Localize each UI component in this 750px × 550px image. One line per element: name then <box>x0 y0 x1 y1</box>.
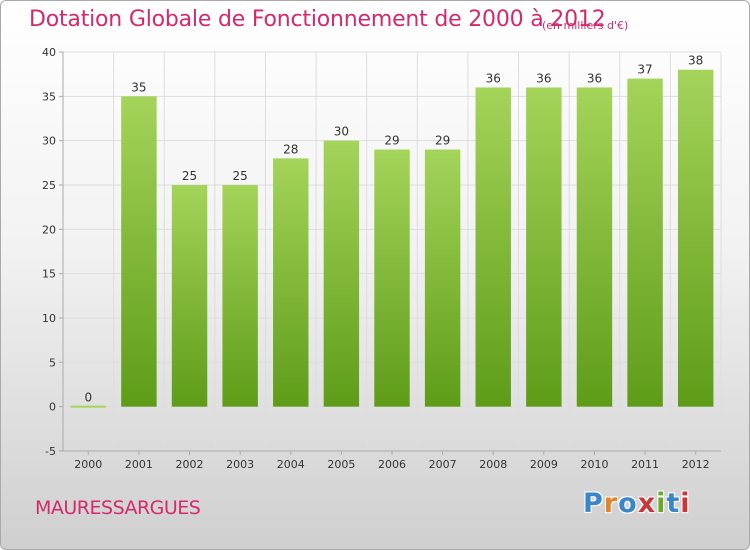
bar <box>677 69 714 407</box>
bar <box>70 405 107 408</box>
bar <box>171 185 208 407</box>
data-label: 29 <box>384 134 399 148</box>
data-label: 36 <box>587 71 602 85</box>
y-tick-label: 10 <box>42 312 56 325</box>
bar <box>273 158 309 407</box>
y-tick-label: 20 <box>42 223 56 236</box>
x-tick-label: 2005 <box>327 458 355 471</box>
axes: -5 0 5 10 15 20 25 30 35 40 2000 2001 2002 2003 2004 20… <box>42 46 721 471</box>
logo-letter: t <box>666 488 681 519</box>
x-tick-label: 2008 <box>479 458 507 471</box>
x-tick-label: 2003 <box>226 458 254 471</box>
x-tick-label: 2004 <box>277 458 305 471</box>
x-tick-label: 2000 <box>74 458 102 471</box>
data-label: 29 <box>435 134 450 148</box>
bar <box>222 185 258 407</box>
x-tick-label: 2002 <box>176 458 204 471</box>
bar <box>424 149 461 407</box>
x-tick-label: 2010 <box>580 458 608 471</box>
logo-letter: r <box>603 488 619 519</box>
y-tick-label: 30 <box>42 135 56 148</box>
data-labels: 0 35 25 25 28 30 29 29 36 36 36 37 38 <box>84 54 703 405</box>
x-tick-label: 2012 <box>682 458 710 471</box>
bar <box>323 140 360 407</box>
bar <box>526 87 562 407</box>
data-label: 25 <box>233 169 248 183</box>
data-label: 35 <box>131 80 146 94</box>
bars <box>70 69 714 408</box>
bar <box>374 149 410 407</box>
data-label: 36 <box>536 71 551 85</box>
commune-name: MAURESSARGUES <box>35 497 201 519</box>
logo-letter: i <box>680 488 691 519</box>
logo-letter: P <box>583 488 604 519</box>
data-label: 28 <box>283 142 298 156</box>
bar <box>627 78 663 407</box>
data-label: 30 <box>334 125 349 139</box>
y-tick-label: 35 <box>42 90 56 103</box>
bar <box>121 96 157 407</box>
logo-letter: i <box>656 488 667 519</box>
y-tick-label: 25 <box>42 179 56 192</box>
y-tick-label: 15 <box>42 268 56 281</box>
logo-letter: o <box>618 488 638 519</box>
bar <box>576 87 613 407</box>
data-label: 38 <box>688 54 703 68</box>
chart-unit: (en milliers d'€) <box>542 19 629 32</box>
x-tick-label: 2009 <box>530 458 558 471</box>
x-tick-label: 2006 <box>378 458 406 471</box>
y-tick-label: 40 <box>42 46 56 59</box>
logo-letter: x <box>637 488 657 519</box>
x-tick-label: 2001 <box>125 458 153 471</box>
x-tick-label: 2007 <box>429 458 457 471</box>
y-tick-label: -5 <box>45 445 56 458</box>
bar-chart: -5 0 5 10 15 20 25 30 35 40 2000 2001 2002 2003 2004 20… <box>42 46 722 471</box>
data-label: 25 <box>182 169 197 183</box>
data-label: 0 <box>84 391 92 405</box>
data-label: 37 <box>637 63 652 77</box>
x-tick-label: 2011 <box>631 458 659 471</box>
bar <box>475 87 511 407</box>
y-tick-label: 5 <box>49 356 56 369</box>
data-label: 36 <box>486 71 501 85</box>
chart-title: Dotation Globale de Fonctionnement de 20… <box>29 7 606 32</box>
y-tick-label: 0 <box>49 401 56 414</box>
proxiti-logo: Proxiti <box>583 488 691 519</box>
